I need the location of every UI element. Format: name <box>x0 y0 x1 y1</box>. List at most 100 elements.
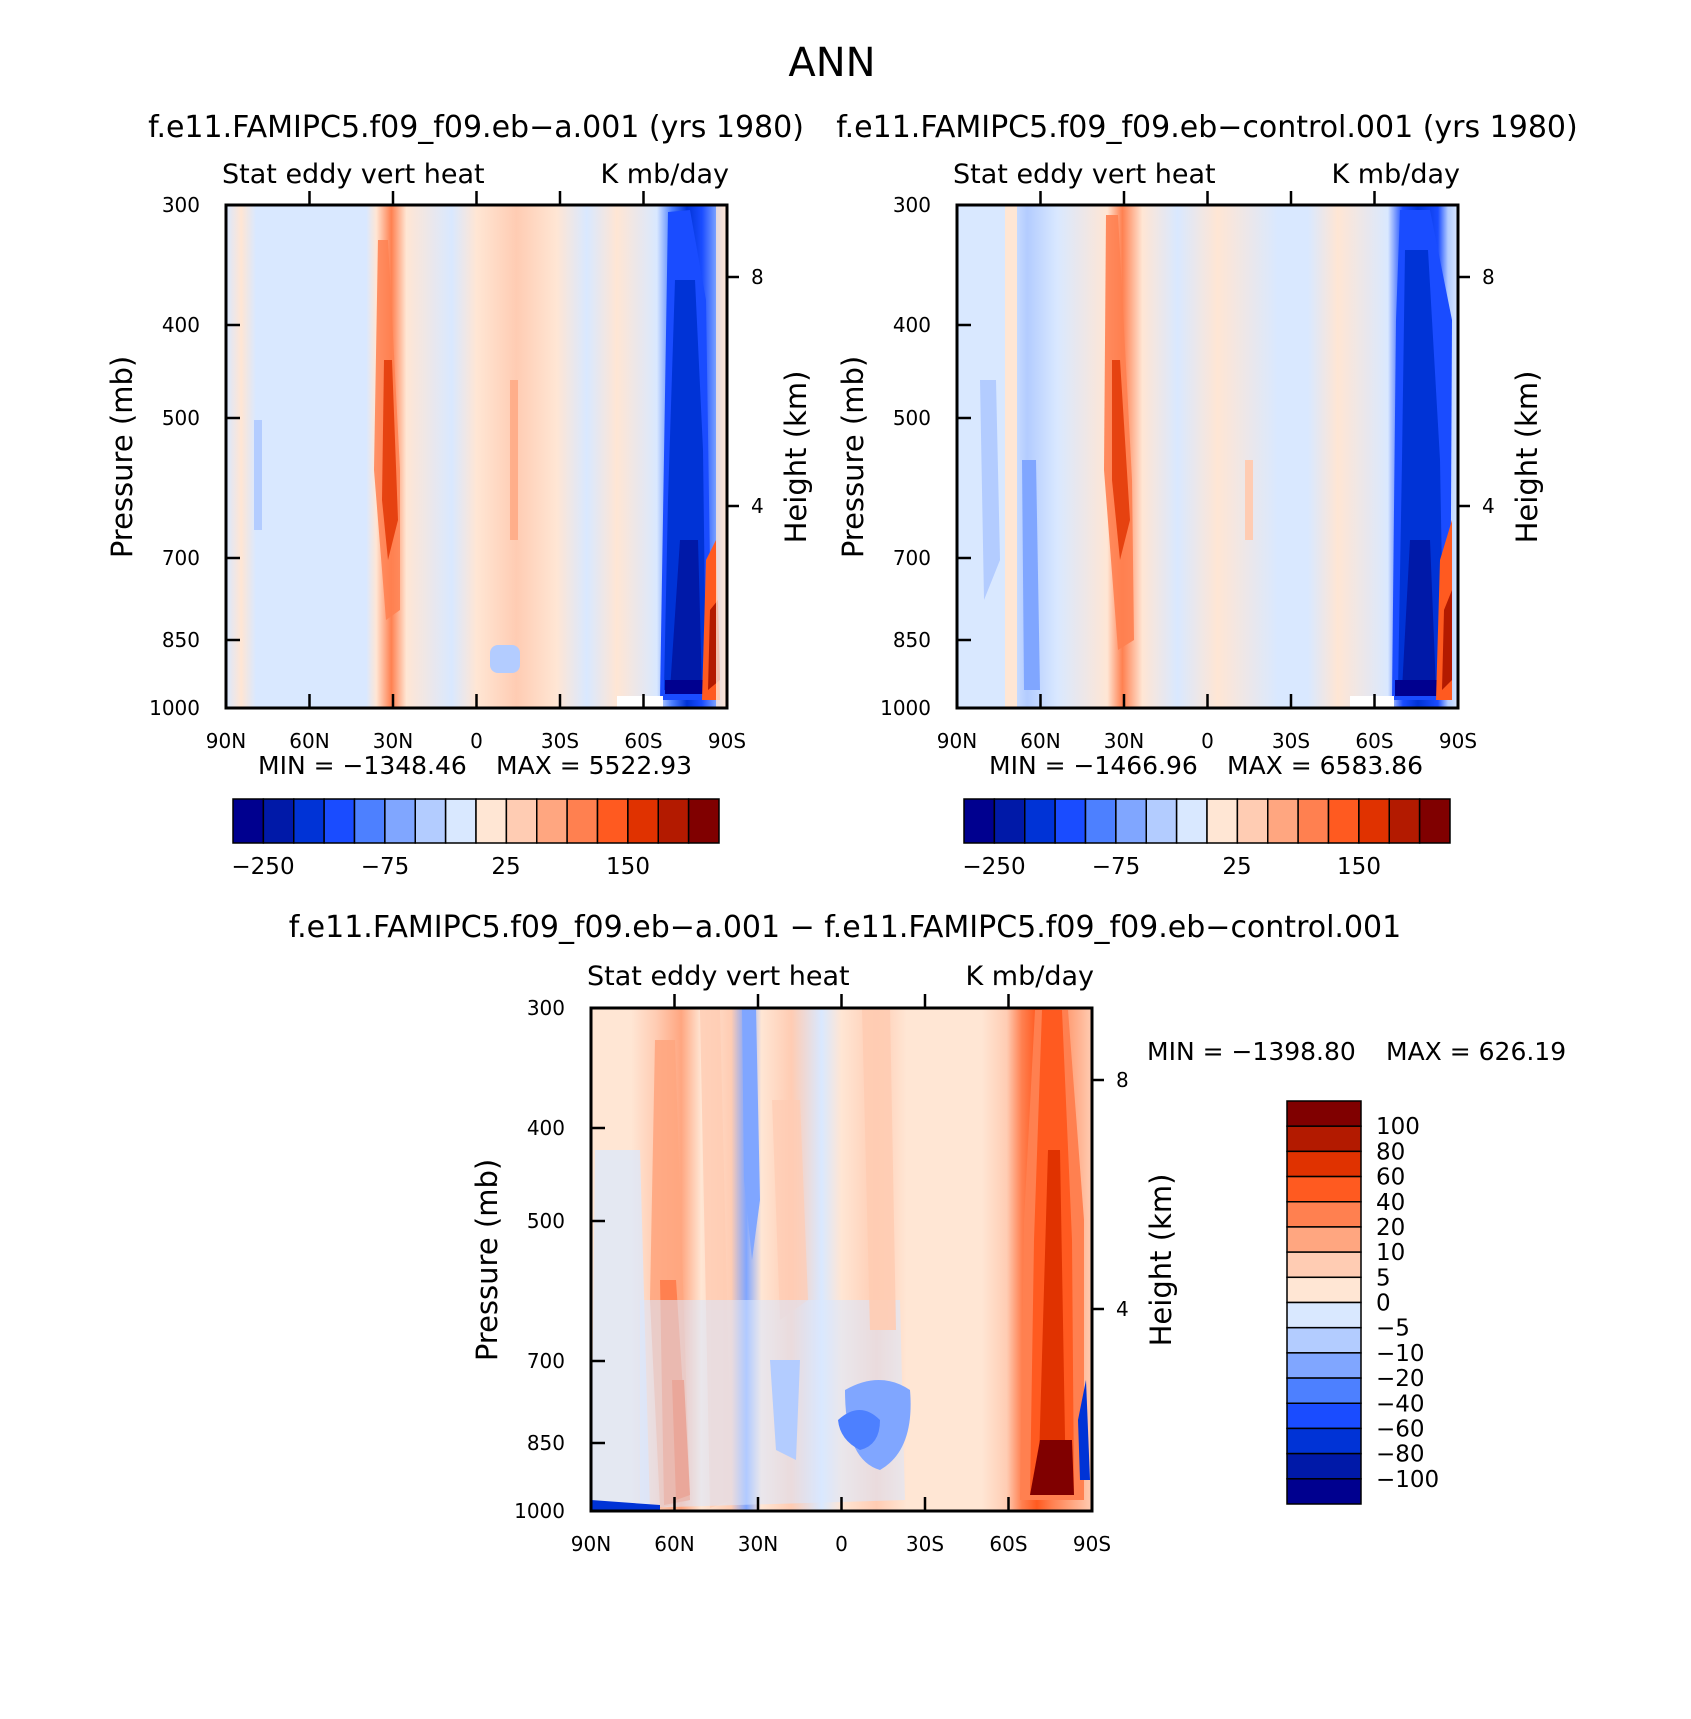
panel-2-x-ticks: 90N 60N 30N 0 30S 60S 90S <box>937 729 1477 753</box>
panel-1-xtick: 30N <box>373 729 413 753</box>
panel-3-ytick: 850 <box>527 1431 565 1455</box>
panel-3-colorbar-label: 60 <box>1376 1165 1405 1191</box>
panel-1-ytick-right: 8 <box>751 265 764 289</box>
panel-1-ylabel-right: Height (km) <box>779 371 813 544</box>
panel-3-ytick-right: 4 <box>1116 1297 1129 1321</box>
panel-3-ytick: 1000 <box>514 1499 565 1523</box>
panel-3-colorbar-label: −60 <box>1376 1416 1425 1442</box>
panel-1-xtick: 60N <box>289 729 329 753</box>
panel-2-xtick: 30N <box>1104 729 1144 753</box>
panel-2-colorbar <box>963 798 1451 844</box>
panel-1-ytick: 850 <box>162 628 200 652</box>
panel-1-colorbar-labels: −250 −75 25 150 <box>231 854 650 880</box>
colorbar-swatch <box>1175 798 1208 844</box>
colorbar-swatch <box>444 798 477 844</box>
panel-3-ytick: 700 <box>527 1349 565 1373</box>
panel-3-x-ticks: 90N 60N 30N 0 30S 60S 90S <box>571 1532 1111 1556</box>
panel-3-colorbar-label: −20 <box>1376 1366 1425 1392</box>
colorbar-swatch <box>414 798 447 844</box>
panel-1-xtick: 90S <box>708 729 746 753</box>
panel-3-ytick: 300 <box>527 996 565 1020</box>
panel-3-xtick: 90S <box>1073 1532 1111 1556</box>
panel-2-ylabel-right: Height (km) <box>1510 371 1544 544</box>
panel-2-ytick: 400 <box>893 313 931 337</box>
colorbar-swatch <box>1286 1427 1362 1455</box>
panel-3-colorbar-label: 10 <box>1376 1240 1405 1266</box>
colorbar-swatch <box>1267 798 1299 844</box>
panel-1-x-ticks: 90N 60N 30N 0 30S 60S 90S <box>206 729 746 753</box>
panel-2-ytick: 300 <box>893 193 931 217</box>
panel-2-y-ticks: 300 400 500 700 850 1000 8 4 <box>880 193 1495 720</box>
panel-2-max-label: MAX = 6583.86 <box>1227 751 1423 780</box>
panel-2-field <box>957 205 1458 708</box>
colorbar-swatch <box>1286 1301 1362 1329</box>
panel-2-xtick: 0 <box>1201 729 1214 753</box>
panel-2: f.e11.FAMIPC5.f09_f09.eb−control.001 (yr… <box>836 110 1578 880</box>
panel-3-colorbar-label: −80 <box>1376 1442 1425 1468</box>
colorbar-swatch <box>596 798 629 844</box>
panel-1-subtitle-right: K mb/day <box>601 159 730 190</box>
colorbar-swatch <box>384 798 416 844</box>
panel-1-colorbar-label: −250 <box>231 854 294 880</box>
colorbar-swatch <box>1286 1377 1362 1404</box>
colorbar-swatch <box>1286 1402 1362 1430</box>
panel-3-xtick: 90N <box>571 1532 611 1556</box>
panel-2-ytick: 500 <box>893 406 931 430</box>
colorbar-swatch <box>1286 1326 1362 1354</box>
colorbar-swatch <box>993 798 1026 844</box>
colorbar-swatch <box>566 798 599 844</box>
colorbar-swatch <box>1115 798 1147 844</box>
panel-1-xtick: 60S <box>624 729 662 753</box>
panel-2-subtitle-right: K mb/day <box>1332 159 1461 190</box>
panel-3-max-label: MAX = 626.19 <box>1386 1037 1566 1066</box>
panel-1-subtitle-left: Stat eddy vert heat <box>222 159 485 190</box>
panel-3-colorbar-label: 40 <box>1376 1190 1405 1216</box>
panel-2-colorbar-label: −250 <box>962 854 1025 880</box>
panel-3-xtick: 30N <box>738 1532 778 1556</box>
panel-3-ylabel: Pressure (mb) <box>470 1159 504 1361</box>
panel-3-ytick-right: 8 <box>1116 1068 1129 1092</box>
colorbar-swatch <box>1418 798 1451 844</box>
panel-3-colorbar-label: −10 <box>1376 1341 1425 1367</box>
panel-2-xtick: 90N <box>937 729 977 753</box>
colorbar-swatch <box>1297 798 1330 844</box>
colorbar-swatch <box>963 798 996 844</box>
panel-3-colorbar-label: −5 <box>1376 1316 1410 1342</box>
colorbar-swatch <box>353 798 386 844</box>
colorbar-swatch <box>1145 798 1178 844</box>
panel-3-ytick: 400 <box>527 1116 565 1140</box>
panel-3-colorbar <box>1286 1100 1362 1505</box>
panel-1-ylabel: Pressure (mb) <box>105 356 139 558</box>
panel-3-title: f.e11.FAMIPC5.f09_f09.eb−a.001 − f.e11.F… <box>289 910 1401 945</box>
colorbar-swatch <box>232 798 265 844</box>
panel-3-subtitle-right: K mb/day <box>966 961 1095 992</box>
panel-3-subtitle-left: Stat eddy vert heat <box>587 961 850 992</box>
colorbar-swatch <box>627 798 659 844</box>
panel-3-colorbar-label: −100 <box>1376 1467 1439 1493</box>
panel-3-colorbar-label: 0 <box>1376 1291 1391 1317</box>
colorbar-swatch <box>1327 798 1360 844</box>
panel-1-ytick: 1000 <box>149 696 200 720</box>
colorbar-swatch <box>1286 1150 1362 1178</box>
colorbar-swatch <box>1286 1125 1362 1153</box>
panel-3-ytick: 500 <box>527 1209 565 1233</box>
panel-3-ylabel-right: Height (km) <box>1144 1174 1178 1347</box>
colorbar-swatch <box>1286 1201 1362 1228</box>
panel-1-title: f.e11.FAMIPC5.f09_f09.eb−a.001 (yrs 1980… <box>148 110 804 145</box>
colorbar-swatch <box>475 798 508 844</box>
panel-1-min-label: MIN = −1348.46 <box>258 751 467 780</box>
colorbar-swatch <box>536 798 568 844</box>
colorbar-swatch <box>1286 1452 1362 1480</box>
colorbar-swatch <box>657 798 690 844</box>
panel-1-field <box>226 205 727 708</box>
colorbar-swatch <box>687 798 720 844</box>
panel-2-ytick-right: 8 <box>1482 265 1495 289</box>
panel-3-xtick: 0 <box>835 1532 848 1556</box>
colorbar-swatch <box>262 798 295 844</box>
panel-1-ytick: 300 <box>162 193 200 217</box>
panel-1-colorbar-label: 25 <box>491 854 520 880</box>
colorbar-swatch <box>1286 1352 1362 1379</box>
colorbar-swatch <box>1286 1251 1362 1279</box>
